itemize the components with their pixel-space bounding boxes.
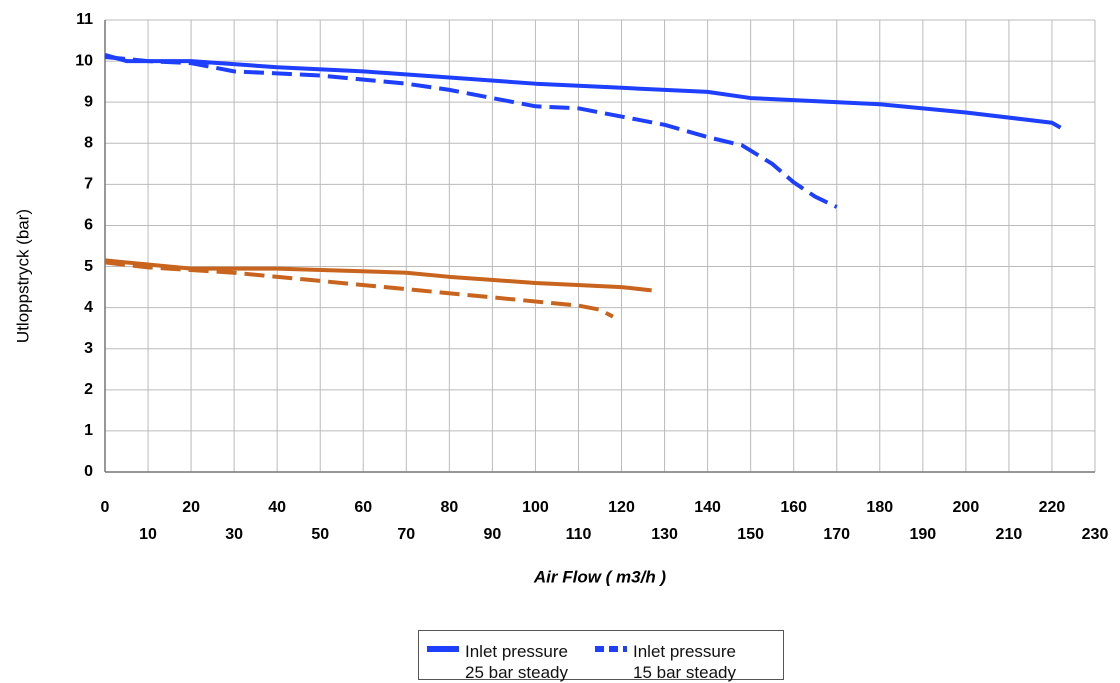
y-tick-label: 5 [84,258,93,275]
x-tick-label: 210 [996,526,1023,543]
x-tick-label: 40 [268,499,286,516]
x-tick-label: 140 [694,499,721,516]
x-tick-label: 20 [182,499,200,516]
y-tick-label: 10 [75,52,93,69]
y-tick-label: 8 [84,134,93,151]
legend-swatch [595,643,627,655]
y-axis-label: Utloppstryck (bar) [13,209,32,343]
y-tick-label: 3 [84,340,93,357]
x-tick-label: 0 [101,499,110,516]
y-tick-label: 2 [84,381,93,398]
x-axis-label: Air Flow ( m3/h ) [533,567,667,586]
series-line [104,258,652,293]
legend-label: Inlet pressure 25 bar steady [465,642,569,682]
x-tick-label: 90 [483,526,501,543]
series-line [104,53,1062,130]
y-tick-label: 0 [84,463,93,480]
legend-entry: Inlet pressure 25 bar steady [427,641,587,682]
x-tick-label: 150 [737,526,764,543]
y-tick-label: 11 [76,11,93,28]
y-tick-label: 6 [84,217,93,234]
x-tick-label: 170 [823,526,850,543]
x-tick-label: 230 [1082,526,1109,543]
x-tick-label: 220 [1039,499,1066,516]
x-tick-label: 30 [225,526,243,543]
x-tick-label: 120 [608,499,635,516]
y-tick-label: 7 [84,176,93,193]
y-tick-label: 9 [84,93,93,110]
x-tick-label: 10 [139,526,157,543]
x-tick-label: 110 [566,526,592,543]
x-tick-label: 50 [311,526,329,543]
series-line [104,260,614,319]
x-tick-label: 200 [953,499,980,516]
x-tick-label: 180 [866,499,893,516]
chart: Utloppstryck (bar) Air Flow ( m3/h ) 012… [13,11,1109,586]
y-tick-label: 4 [84,299,93,316]
x-tick-label: 160 [780,499,807,516]
legend-swatch [427,643,459,655]
y-tick-label: 1 [84,422,93,439]
x-tick-label: 100 [522,499,549,516]
x-tick-label: 190 [909,526,936,543]
legend-entry: Inlet pressure 15 bar steady [595,641,755,682]
legend-label: Inlet pressure 15 bar steady [633,642,737,682]
series-line [104,54,838,209]
x-tick-label: 70 [397,526,415,543]
x-tick-label: 130 [651,526,678,543]
x-tick-label: 80 [440,499,458,516]
x-tick-label: 60 [354,499,372,516]
